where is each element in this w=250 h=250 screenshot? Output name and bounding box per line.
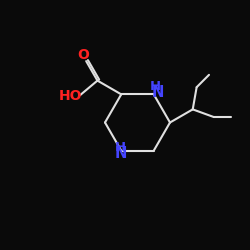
Text: HO: HO	[59, 89, 82, 103]
Text: O: O	[78, 48, 90, 62]
Text: H: H	[115, 141, 126, 154]
Text: N: N	[151, 85, 164, 100]
Text: N: N	[114, 146, 127, 161]
Text: H: H	[150, 80, 161, 93]
